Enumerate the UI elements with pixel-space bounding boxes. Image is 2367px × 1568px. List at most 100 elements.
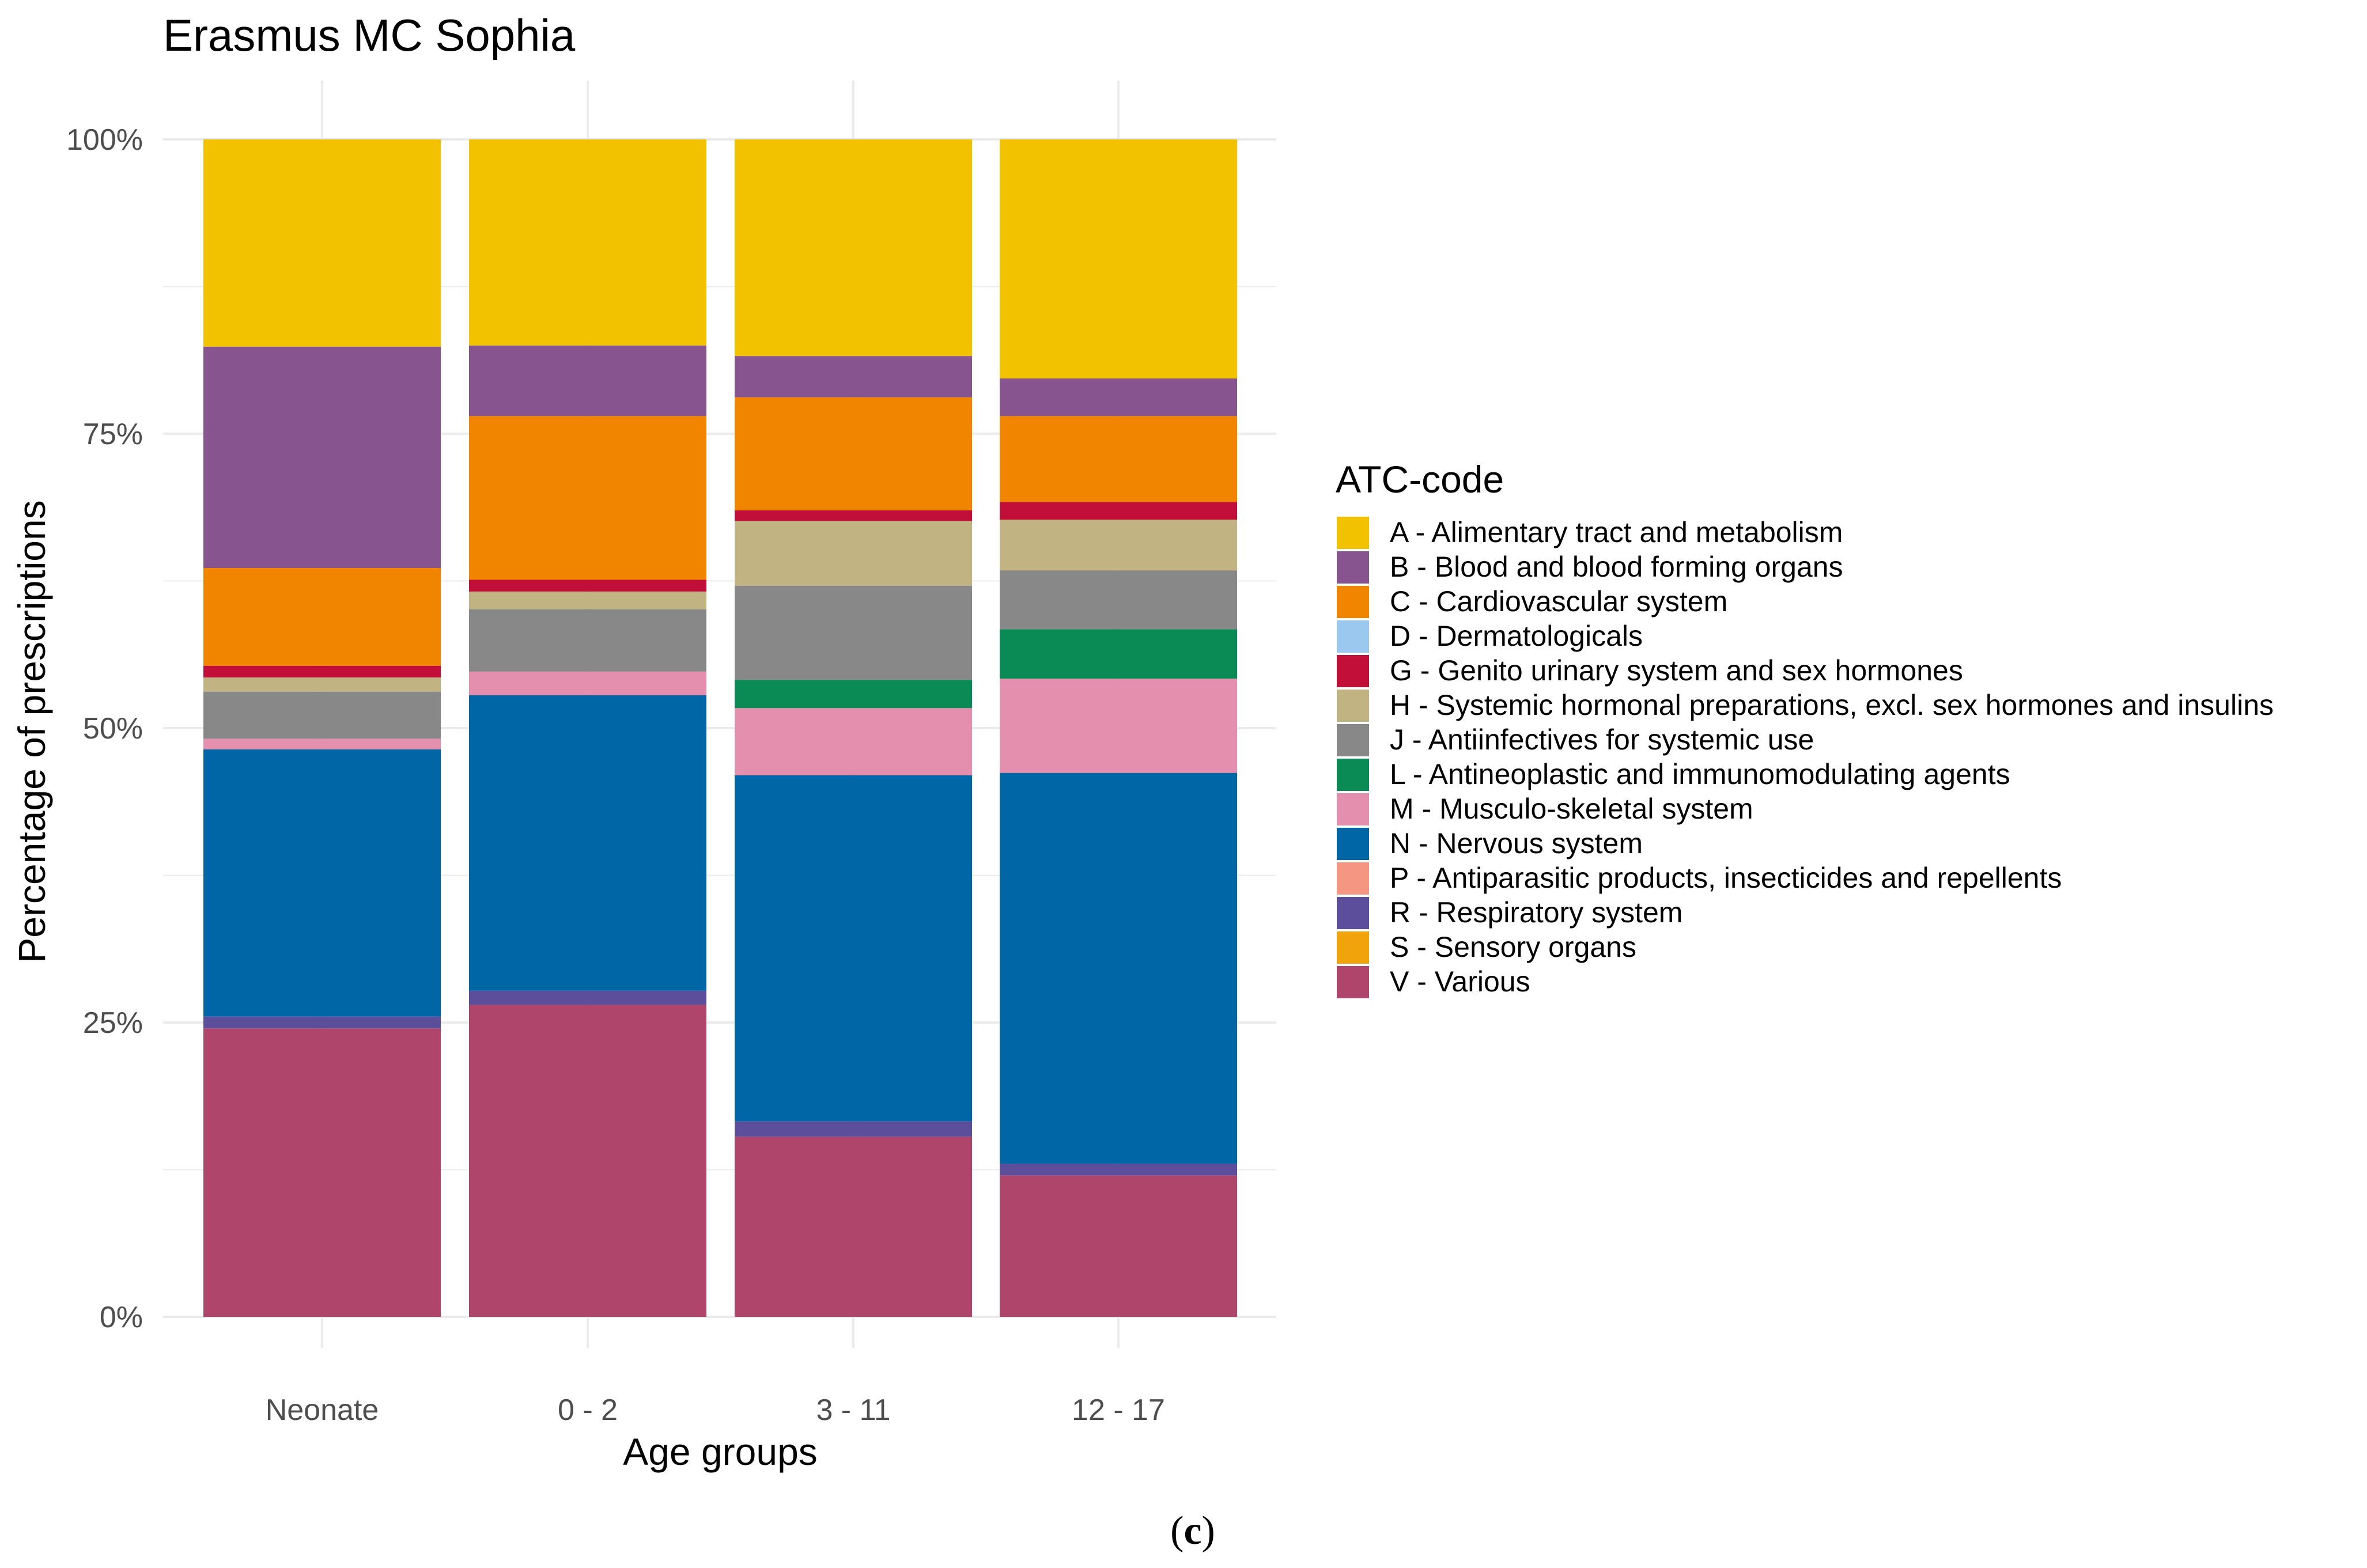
bar-segment [1000,416,1237,502]
bar-segment [203,1028,441,1317]
legend-swatch [1337,828,1369,860]
legend-label: C - Cardiovascular system [1390,585,1727,618]
legend-swatch [1337,620,1369,653]
legend-label: V - Various [1390,965,1530,998]
y-tick-label: 0% [100,1301,143,1334]
bar-segment [469,695,706,991]
bar-stack [203,139,441,1317]
bar-segment [1000,679,1237,773]
x-tick-label: 12 - 17 [1072,1393,1165,1427]
caption-open: ( [1170,1509,1184,1553]
y-axis-label: Percentage of prescriptions [10,500,53,963]
bar-segment [735,139,972,357]
bar-segment [735,397,972,510]
bar-stack [735,139,972,1317]
legend-label: L - Antineoplastic and immunomodulating … [1390,758,2010,790]
bar-segment [1000,1164,1237,1176]
y-tick-label: 50% [83,712,143,745]
bar-segment [469,990,706,1005]
legend-swatch [1337,517,1369,549]
legend-swatch [1337,793,1369,825]
legend-label: D - Dermatologicals [1390,620,1643,652]
bar-segment [735,521,972,586]
bar-segment [1000,378,1237,416]
bars [203,139,1237,1317]
legend-item: V - Various [1337,965,1530,998]
bar-segment [469,580,706,592]
legend-item: P - Antiparasitic products, insecticides… [1337,862,2062,895]
legend-item: H - Systemic hormonal preparations, excl… [1337,689,2274,722]
legend-swatch [1337,966,1369,998]
bar-segment [203,139,441,347]
chart-title: Erasmus MC Sophia [163,10,576,60]
legend-item: N - Nervous system [1337,827,1643,860]
bar-segment [1000,570,1237,630]
bar-segment [735,680,972,709]
figure-caption: (c) [1170,1509,1215,1553]
bar-segment [203,677,441,692]
bar-segment [203,665,441,678]
legend-label: R - Respiratory system [1390,896,1682,929]
legend-swatch [1337,690,1369,722]
bar-segment [1000,1175,1237,1317]
legend-item: R - Respiratory system [1337,896,1682,929]
legend-label: B - Blood and blood forming organs [1390,551,1843,583]
bar-segment [1000,629,1237,679]
x-axis-ticks: Neonate 0 - 2 3 - 11 12 - 17 [266,1393,1165,1427]
bar-segment [203,749,441,1017]
x-tick-label: Neonate [266,1393,379,1427]
bar-segment [469,671,706,695]
legend-title: ATC-code [1336,458,1504,501]
bar-segment [735,708,972,775]
bar-stack [469,139,706,1317]
bar-segment [203,346,441,569]
legend-item: D - Dermatologicals [1337,620,1643,653]
legend-swatch [1337,931,1369,964]
y-tick-label: 75% [83,418,143,451]
y-axis-ticks: 0% 25% 50% 75% 100% [66,123,143,1334]
legend-item: C - Cardiovascular system [1337,585,1727,618]
caption-letter: c [1184,1509,1201,1553]
bar-segment [203,568,441,666]
bar-segment [469,591,706,609]
bar-segment [735,585,972,680]
bar-segment [735,775,972,1122]
x-axis-label: Age groups [623,1430,818,1473]
legend-swatch [1337,724,1369,756]
legend-label: S - Sensory organs [1390,931,1636,963]
legend-item: S - Sensory organs [1337,931,1636,964]
bar-segment [735,510,972,521]
x-tick-label: 3 - 11 [816,1393,890,1427]
bar-stack [1000,139,1237,1317]
legend-item: B - Blood and blood forming organs [1337,551,1843,584]
legend-swatch [1337,586,1369,618]
legend-item: L - Antineoplastic and immunomodulating … [1337,758,2010,791]
legend-swatch [1337,655,1369,687]
y-tick-label: 100% [66,123,143,157]
caption-close: ) [1202,1509,1215,1553]
bar-segment [203,691,441,739]
bar-segment [1000,139,1237,378]
legend-label: P - Antiparasitic products, insecticides… [1390,862,2062,894]
bar-segment [1000,772,1237,1164]
bar-segment [735,1121,972,1137]
bar-segment [203,738,441,749]
legend-label: M - Musculo-skeletal system [1390,793,1753,825]
bar-segment [735,1137,972,1317]
bar-segment [469,139,706,346]
x-tick-label: 0 - 2 [558,1393,618,1427]
legend-label: J - Antiinfectives for systemic use [1390,724,1814,756]
y-tick-label: 25% [83,1006,143,1040]
legend-swatch [1337,862,1369,895]
bar-segment [203,1016,441,1029]
bar-segment [469,1005,706,1317]
bar-segment [469,609,706,672]
legend-item: G - Genito urinary system and sex hormon… [1337,654,1963,687]
legend-swatch [1337,897,1369,929]
legend-item: M - Musculo-skeletal system [1337,793,1753,825]
bar-segment [1000,520,1237,571]
legend-label: H - Systemic hormonal preparations, excl… [1390,689,2274,721]
legend-label: N - Nervous system [1390,827,1643,859]
